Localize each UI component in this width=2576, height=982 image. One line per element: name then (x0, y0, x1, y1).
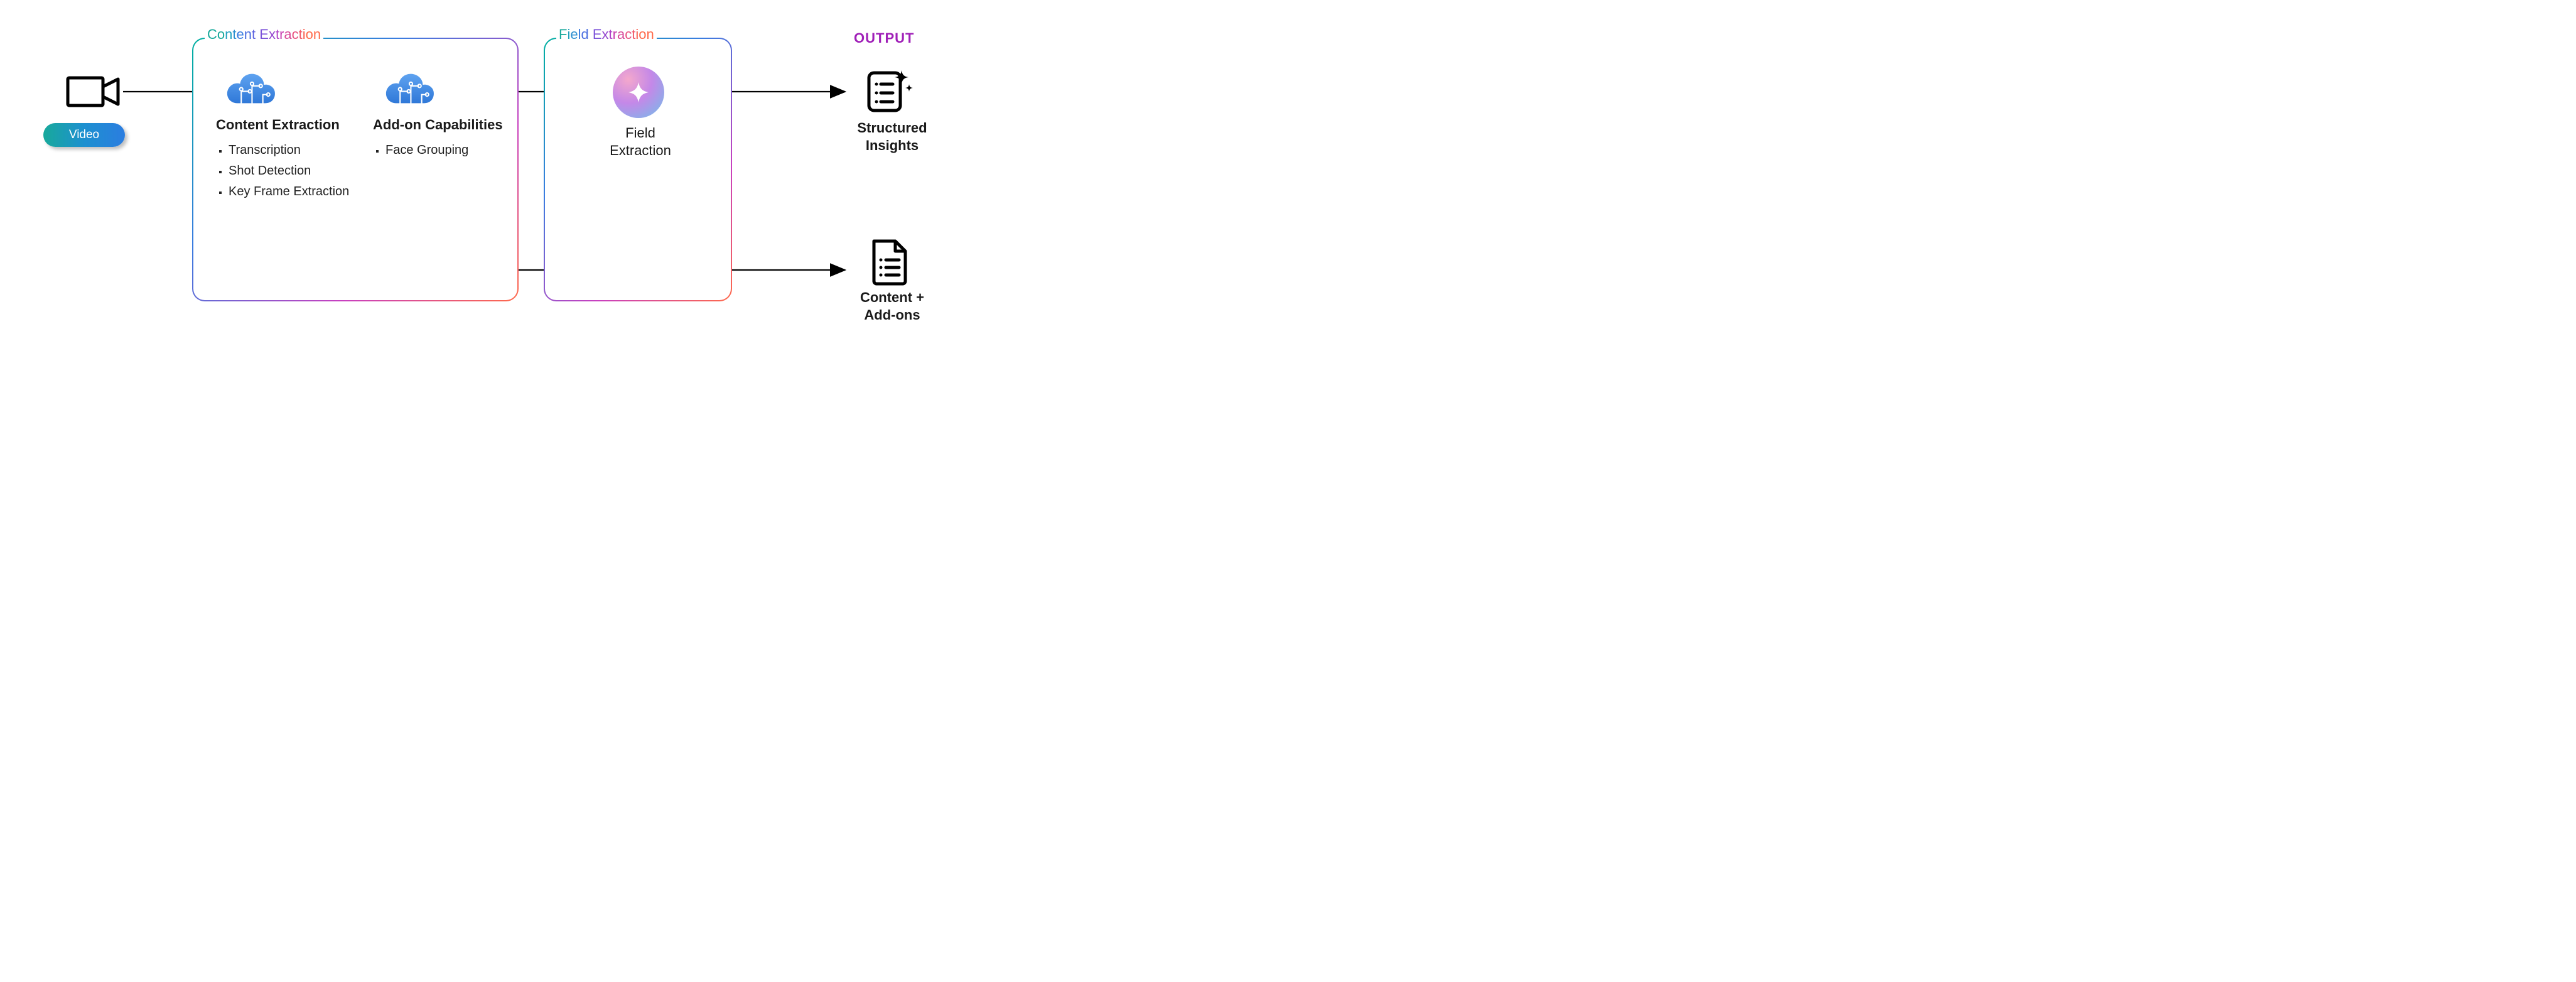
fe-title-l2: Extraction (610, 143, 671, 158)
out1-l2: Insights (866, 138, 919, 153)
out1-l1: Structured (857, 120, 927, 136)
list-item: Transcription (229, 143, 360, 158)
output2-title: Content + Add-ons (845, 289, 939, 323)
ai-orb-icon (613, 67, 664, 118)
content-extraction-label: Content Extraction (205, 26, 323, 43)
fe-title-l1: Field (625, 125, 655, 141)
content-extraction-list: Transcription Shot Detection Key Frame Ext… (216, 143, 360, 205)
content-extraction-cloud-icon (223, 70, 277, 108)
list-item: Shot Detection (229, 164, 360, 178)
out2-l1: Content + (860, 289, 924, 305)
field-extraction-label: Field Extraction (556, 26, 657, 43)
addon-title: Add-on Capabilities (373, 117, 503, 133)
list-item: Key Frame Extraction (229, 185, 360, 199)
addon-list: Face Grouping (373, 143, 498, 164)
camera-icon (67, 75, 121, 111)
output1-title: Structured Insights (845, 119, 939, 154)
field-extraction-title: Field Extraction (590, 124, 691, 159)
doc-list-icon (869, 237, 910, 289)
video-pill-label: Video (69, 128, 99, 141)
out2-l2: Add-ons (864, 307, 920, 323)
insights-doc-icon (865, 67, 914, 119)
output-label: OUTPUT (854, 30, 914, 46)
content-extraction-title: Content Extraction (216, 117, 340, 133)
list-item: Face Grouping (385, 143, 498, 158)
video-pill: Video (43, 123, 125, 147)
addon-cloud-icon (382, 70, 436, 108)
diagram-stage: Video Content Extraction Content Extract… (0, 0, 967, 368)
